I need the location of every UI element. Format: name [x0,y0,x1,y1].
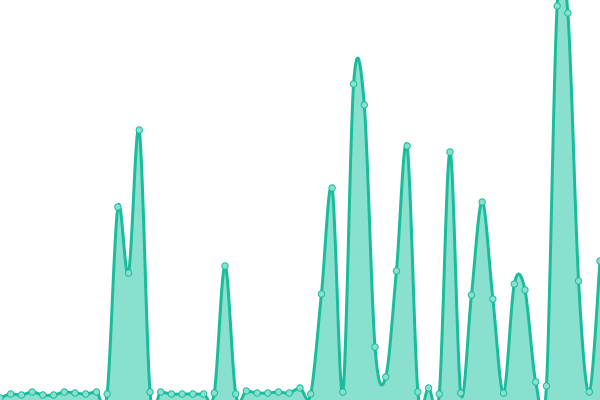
data-point-1 [7,390,15,398]
data-point-5 [49,391,58,399]
data-point-3 [28,388,36,396]
data-point-14 [146,388,154,396]
data-point-45 [478,198,486,206]
data-point-25 [264,389,272,397]
data-point-28 [296,384,304,392]
data-point-22 [232,390,240,398]
data-point-26 [274,388,283,396]
data-point-38 [403,142,411,150]
data-point-15 [157,388,165,396]
data-point-36 [382,373,390,381]
data-point-37 [392,267,401,275]
data-point-51 [542,382,551,390]
data-point-52 [553,2,561,10]
data-point-18 [189,390,197,398]
data-point-55 [585,388,593,396]
data-point-54 [574,277,583,285]
data-point-53 [564,9,572,17]
data-point-50 [532,378,540,386]
data-point-46 [489,295,497,303]
data-point-33 [349,80,358,88]
data-point-47 [499,389,508,397]
data-point-20 [210,389,218,397]
data-point-40 [424,384,433,392]
data-point-0 [0,394,4,400]
data-point-8 [82,390,90,398]
data-point-27 [285,389,293,397]
data-point-10 [103,390,111,398]
data-point-6 [60,388,68,396]
data-point-12 [124,269,133,277]
data-point-19 [199,390,208,398]
data-point-23 [242,387,251,395]
data-point-32 [339,388,347,396]
data-point-4 [39,391,47,399]
data-point-17 [178,390,186,398]
data-point-16 [167,390,176,398]
data-point-11 [114,203,122,211]
data-point-48 [510,280,518,288]
data-point-7 [71,389,79,397]
data-point-30 [317,290,326,298]
data-point-44 [467,291,476,299]
data-point-24 [253,389,261,397]
data-point-41 [435,390,443,398]
data-point-35 [371,343,379,351]
data-point-43 [457,389,465,397]
data-point-34 [360,101,368,109]
data-point-9 [92,388,101,396]
data-point-49 [521,286,529,294]
data-point-2 [17,391,26,399]
data-point-42 [446,148,454,156]
data-point-13 [135,126,143,134]
data-point-29 [307,390,315,398]
data-point-39 [414,388,422,396]
data-point-21 [221,262,229,270]
data-point-31 [328,184,336,192]
